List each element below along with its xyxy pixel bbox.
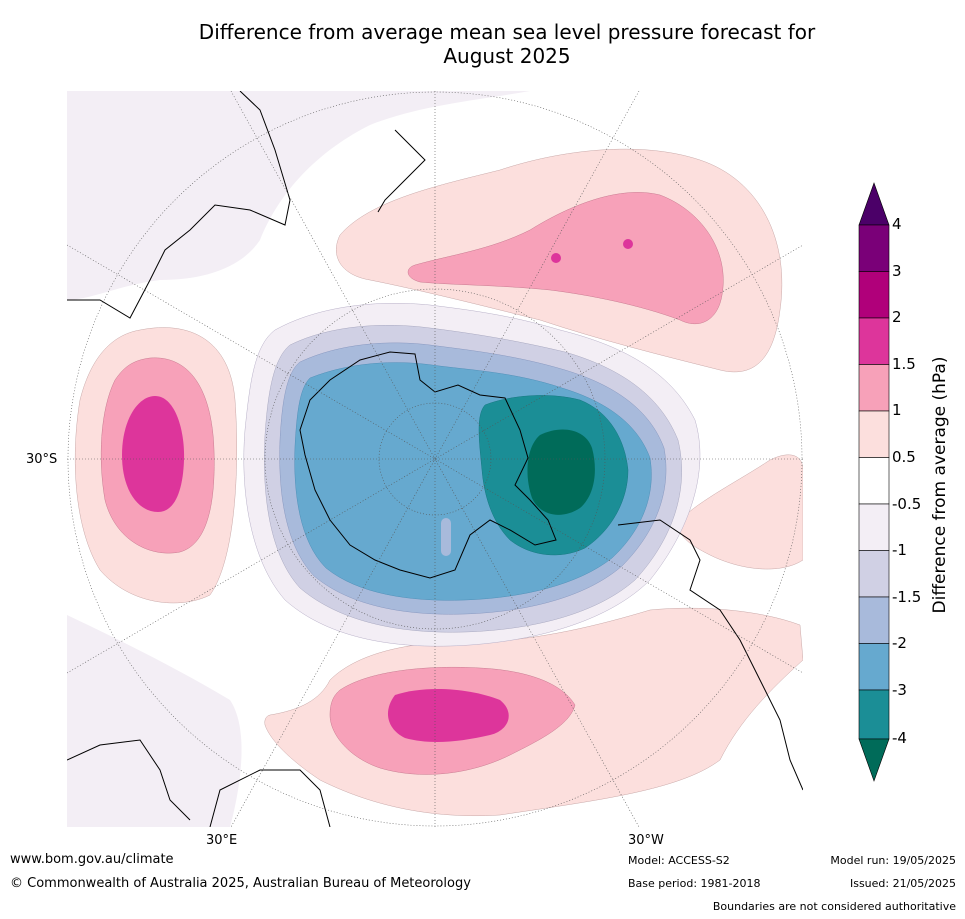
antarctica-coastline xyxy=(299,351,557,579)
colorbar xyxy=(858,182,890,782)
colorbar-swatch-m2-m1.5 xyxy=(858,596,890,644)
colorbar-swatch-2-3 xyxy=(858,271,890,319)
colorbar-tick: -3 xyxy=(892,681,907,699)
colorbar-swatch-m3-m2 xyxy=(858,643,890,691)
colorbar-swatch-1-1.5 xyxy=(858,364,890,412)
map-frame xyxy=(67,91,803,827)
copyright-text: © Commonwealth of Australia 2025, Austra… xyxy=(10,876,471,891)
lon-label-30e: 30°E xyxy=(206,833,238,848)
colorbar-tick: 3 xyxy=(892,262,902,280)
colorbar-tick: 1 xyxy=(892,401,902,419)
title-line-2: August 2025 xyxy=(443,44,571,68)
colorbar-swatch-m1-m0.5 xyxy=(858,503,890,551)
colorbar-tick: -0.5 xyxy=(892,495,922,513)
colorbar-title: Difference from average (hPa) xyxy=(930,356,950,614)
colorbar-swatch-0.5-1 xyxy=(858,410,890,458)
colorbar-tick: 0.5 xyxy=(892,448,916,466)
colorbar-tick: 1.5 xyxy=(892,355,916,373)
colorbar-tick: -1 xyxy=(892,541,907,559)
colorbar-tick: 4 xyxy=(892,215,902,233)
colorbar-tick: -1.5 xyxy=(892,588,922,606)
model-text: Model: ACCESS-S2 xyxy=(628,854,730,867)
low-anomaly-antarctica xyxy=(243,303,701,647)
high-anomaly-pacific xyxy=(336,148,783,373)
issued-text: Issued: 21/05/2025 xyxy=(849,877,956,890)
colorbar-tick: -4 xyxy=(892,729,907,747)
colorbar-swatch-neutral xyxy=(858,457,890,505)
colorbar-extend-high xyxy=(858,182,890,226)
model-run-text: Model run: 19/05/2025 xyxy=(830,854,956,867)
title-line-1: Difference from average mean sea level p… xyxy=(198,20,816,44)
lon-label-30w: 30°W xyxy=(628,833,664,848)
base-period-text: Base period: 1981-2018 xyxy=(628,877,761,890)
high-anomaly-atlantic xyxy=(74,327,237,604)
colorbar-tick: 2 xyxy=(892,308,902,326)
colorbar-swatch-3-4 xyxy=(858,224,890,272)
colorbar-swatch-m1.5-m1 xyxy=(858,550,890,598)
continent-outlines xyxy=(67,91,803,827)
colorbar-extend-low xyxy=(858,738,890,782)
disclaimer-text: Boundaries are not considered authoritat… xyxy=(712,900,956,913)
high-anomaly-indian xyxy=(264,607,803,816)
map-graticule xyxy=(67,91,803,827)
colorbar-swatch-m4-m3 xyxy=(858,689,890,740)
website-link[interactable]: www.bom.gov.au/climate xyxy=(10,852,174,867)
colorbar-tick: -2 xyxy=(892,634,907,652)
map-title: Difference from average mean sea level p… xyxy=(0,20,965,68)
high-anomaly-south-america xyxy=(678,454,803,570)
lat-label-30s: 30°S xyxy=(26,452,58,467)
anomaly-band-minus1-minus0.5-outer xyxy=(67,91,530,827)
colorbar-swatch-1.5-2 xyxy=(858,317,890,365)
